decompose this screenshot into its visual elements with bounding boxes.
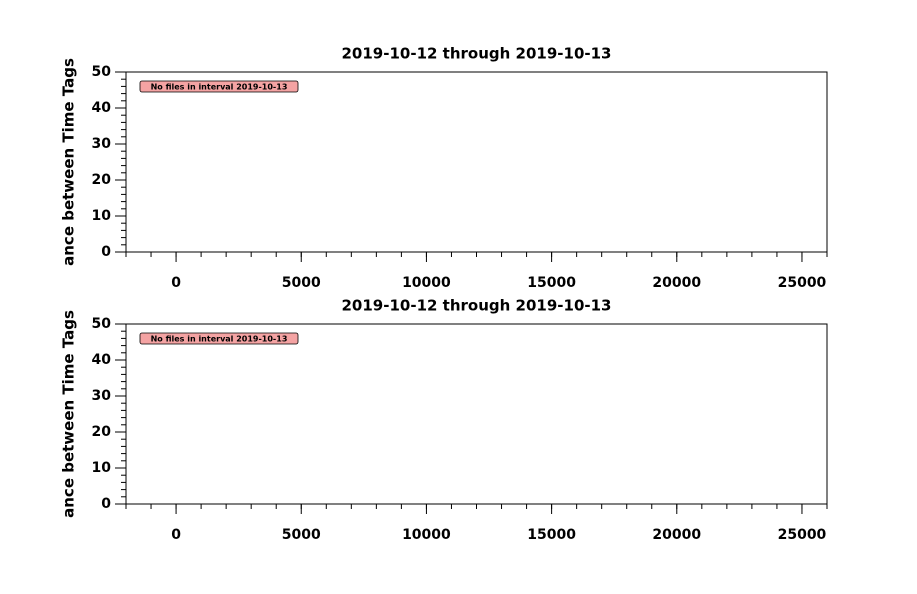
y-tick-label: 0 — [101, 496, 111, 512]
x-tick-label: 10000 — [402, 275, 451, 291]
annotation-box — [139, 80, 299, 93]
y-tick-label: 30 — [92, 136, 112, 152]
x-tick-label: 10000 — [402, 527, 451, 543]
y-tick-label: 10 — [92, 208, 112, 224]
x-tick-label: 0 — [171, 275, 181, 291]
annotation: No files in interval 2019-10-13 — [151, 335, 288, 344]
annotation: No files in interval 2019-10-13 — [151, 83, 288, 92]
x-tick-label: 25000 — [778, 527, 827, 543]
y-tick-label: 20 — [92, 424, 112, 440]
plot: 2019-10-12 through 2019-10-13 ance betwee… — [60, 45, 828, 291]
x-tick-label: 25000 — [778, 275, 827, 291]
y-tick-label: 50 — [92, 64, 112, 80]
y-axis-label: ance between Time Tags — [60, 58, 78, 266]
y-tick-label: 10 — [92, 460, 112, 476]
x-tick-label: 5000 — [282, 275, 321, 291]
y-tick-label: 40 — [92, 100, 112, 116]
x-tick-label: 20000 — [652, 527, 701, 543]
plot-frame — [125, 323, 828, 505]
y-tick-label: 40 — [92, 352, 112, 368]
plot-frame — [125, 71, 828, 253]
plot: 2019-10-12 through 2019-10-13 ance betwee… — [60, 297, 828, 543]
chart-title: 2019-10-12 through 2019-10-13 — [342, 45, 612, 63]
x-tick-label: 20000 — [652, 275, 701, 291]
y-tick-label: 20 — [92, 172, 112, 188]
chart-title: 2019-10-12 through 2019-10-13 — [342, 297, 612, 315]
x-tick-label: 15000 — [527, 275, 576, 291]
x-tick-label: 15000 — [527, 527, 576, 543]
y-tick-label: 0 — [101, 244, 111, 260]
x-tick-label: 0 — [171, 527, 181, 543]
x-tick-label: 5000 — [282, 527, 321, 543]
y-axis-label: ance between Time Tags — [60, 310, 78, 518]
y-tick-label: 30 — [92, 388, 112, 404]
y-tick-label: 50 — [92, 316, 112, 332]
annotation-box — [139, 332, 299, 345]
